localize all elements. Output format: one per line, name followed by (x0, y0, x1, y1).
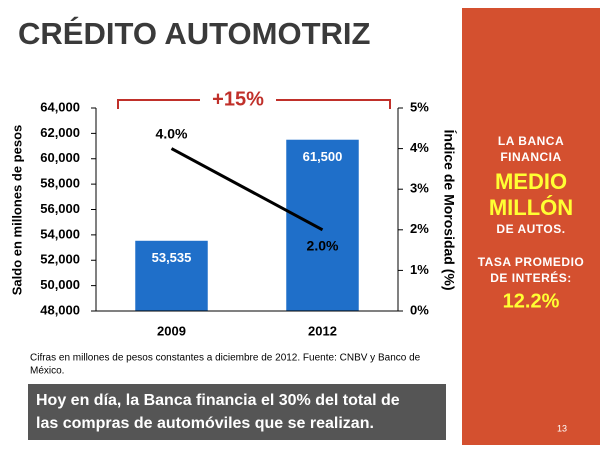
banner-text: las compras de automóviles que se realiz… (36, 415, 374, 432)
annotation: +15% (212, 88, 264, 110)
y2-axis-label: Índice de Morosidad (%) (441, 129, 457, 290)
bar-label: 61,500 (303, 149, 343, 164)
bar (135, 240, 208, 311)
y2-tick-label: 3% (410, 181, 429, 196)
y-tick-label: 54,000 (40, 226, 80, 241)
banner (28, 384, 446, 440)
bar (286, 139, 359, 311)
x-tick-label: 2009 (157, 323, 186, 338)
y-tick-label: 60,000 (40, 150, 80, 165)
sidebar-text: LA BANCA (498, 134, 564, 148)
sidebar-text: DE INTERÉS: (490, 270, 572, 285)
y-tick-label: 50,000 (40, 277, 80, 292)
y2-tick-label: 0% (410, 302, 429, 317)
y2-tick-label: 4% (410, 140, 429, 155)
sidebar (462, 8, 600, 445)
sidebar-highlight: MILLÓN (489, 195, 573, 220)
y-tick-label: 64,000 (40, 99, 80, 114)
y2-tick-label: 2% (410, 221, 429, 236)
sidebar-rate: 12.2% (503, 290, 560, 312)
sidebar-text: DE AUTOS. (496, 222, 565, 236)
bar-label: 53,535 (152, 250, 192, 265)
sidebar-text: FINANCIA (500, 150, 561, 164)
x-tick-label: 2012 (308, 323, 337, 338)
y-tick-label: 52,000 (40, 252, 80, 267)
footnote: México. (30, 366, 64, 377)
chart-title: CRÉDITO AUTOMOTRIZ (18, 16, 371, 51)
sidebar-highlight: MEDIO (495, 169, 567, 194)
y2-tick-label: 5% (410, 99, 429, 114)
y-axis-label: Saldo en millones de pesos (9, 125, 24, 296)
footnote: Cifras en millones de pesos constantes a… (30, 353, 421, 364)
y-tick-label: 48,000 (40, 302, 80, 317)
y2-tick-label: 1% (410, 262, 429, 277)
page-number: 13 (557, 423, 567, 433)
banner-text: Hoy en día, la Banca financia el 30% del… (36, 392, 400, 409)
sidebar-text: TASA PROMEDIO (478, 255, 585, 269)
line-label: 2.0% (307, 238, 339, 254)
y-tick-label: 62,000 (40, 125, 80, 140)
y-tick-label: 56,000 (40, 201, 80, 216)
y-tick-label: 58,000 (40, 176, 80, 191)
line (170, 147, 324, 232)
annotation-bg (200, 88, 276, 112)
line-label: 4.0% (156, 125, 188, 141)
